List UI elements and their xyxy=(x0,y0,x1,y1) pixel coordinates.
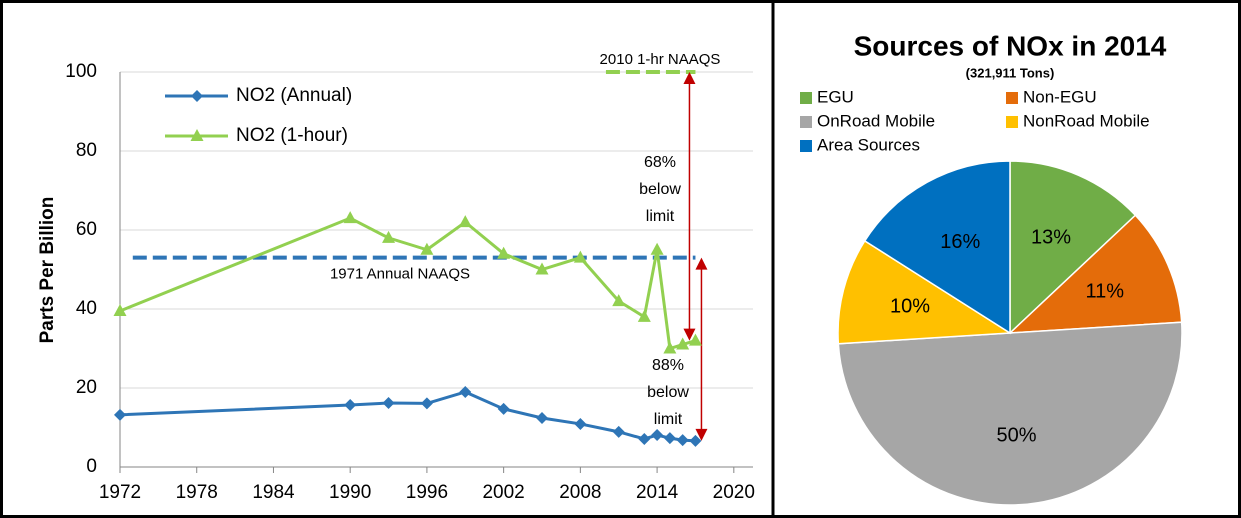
marker xyxy=(676,337,690,350)
legend-label: OnRoad Mobile xyxy=(817,111,935,130)
marker xyxy=(689,434,702,447)
y-tick-label: 60 xyxy=(76,219,97,240)
pie-title: Sources of NOx in 2014 xyxy=(854,30,1167,61)
legend-label: NO2 (Annual) xyxy=(236,85,352,106)
marker xyxy=(113,303,127,316)
x-tick-label: 2008 xyxy=(559,482,601,503)
note: 68% xyxy=(644,154,676,171)
marker xyxy=(574,417,587,430)
series-line xyxy=(119,216,696,351)
x-tick-label: 1990 xyxy=(329,482,371,503)
y-tick-label: 20 xyxy=(76,377,97,398)
legend-swatch xyxy=(800,140,812,152)
marker xyxy=(497,246,511,259)
marker xyxy=(458,215,472,228)
marker xyxy=(382,397,395,410)
marker xyxy=(663,341,677,354)
marker xyxy=(651,429,664,442)
y-axis-title: Parts Per Billion xyxy=(37,197,58,344)
marker xyxy=(343,211,357,224)
marker xyxy=(344,398,357,411)
legend-label: EGU xyxy=(817,87,854,106)
marker xyxy=(114,408,126,421)
note: below xyxy=(647,384,689,401)
pie-slice xyxy=(837,321,1183,506)
marker xyxy=(191,90,203,102)
marker xyxy=(382,230,396,243)
marker xyxy=(573,250,587,263)
marker xyxy=(420,242,434,255)
reference-label: 1971 Annual NAAQS xyxy=(330,266,470,283)
y-tick-label: 40 xyxy=(76,298,97,319)
slice-label: 16% xyxy=(940,231,980,253)
marker xyxy=(676,434,689,447)
marker xyxy=(536,412,548,425)
pie-slice xyxy=(1007,214,1183,334)
legend-label: Non-EGU xyxy=(1023,87,1097,106)
slice-label: 13% xyxy=(1031,227,1071,249)
x-tick-label: 1984 xyxy=(252,482,295,503)
marker xyxy=(420,397,433,410)
marker xyxy=(638,432,651,445)
x-tick-label: 1972 xyxy=(99,482,141,503)
marker xyxy=(650,242,664,255)
marker xyxy=(637,309,651,322)
x-tick-label: 2002 xyxy=(482,482,524,503)
marker xyxy=(535,262,549,275)
series-line xyxy=(119,390,696,443)
y-tick-label: 100 xyxy=(65,61,97,82)
pie-slice xyxy=(837,239,1013,345)
legend-label: NO2 (1-hour) xyxy=(236,125,348,146)
y-tick-label: 0 xyxy=(86,456,97,477)
legend-swatch xyxy=(800,92,812,104)
legend-label: NonRoad Mobile xyxy=(1023,111,1150,130)
pie-subtitle: (321,911 Tons) xyxy=(966,65,1055,80)
x-tick-label: 1978 xyxy=(176,482,218,503)
marker xyxy=(663,432,676,445)
marker xyxy=(190,129,204,141)
marker xyxy=(497,402,510,415)
marker xyxy=(459,385,472,398)
pie-slice xyxy=(863,160,1011,335)
y-tick-label: 80 xyxy=(76,140,97,161)
note: 88% xyxy=(652,357,684,374)
note: limit xyxy=(646,208,675,225)
x-tick-label: 2014 xyxy=(636,482,679,503)
x-tick-label: 1996 xyxy=(406,482,448,503)
legend-label: Area Sources xyxy=(817,135,920,154)
slice-label: 11% xyxy=(1085,280,1124,302)
marker xyxy=(612,294,626,307)
slice-label: 50% xyxy=(996,424,1036,446)
pie-slice xyxy=(1009,160,1137,335)
marker xyxy=(688,333,702,346)
reference-label: 2010 1-hr NAAQS xyxy=(600,51,721,68)
note: below xyxy=(639,181,681,198)
note: limit xyxy=(654,411,683,428)
legend-swatch xyxy=(800,116,812,128)
legend-swatch xyxy=(1006,116,1018,128)
x-tick-label: 2020 xyxy=(713,482,755,503)
marker xyxy=(612,425,625,438)
legend-swatch xyxy=(1006,92,1018,104)
slice-label: 10% xyxy=(890,296,930,318)
